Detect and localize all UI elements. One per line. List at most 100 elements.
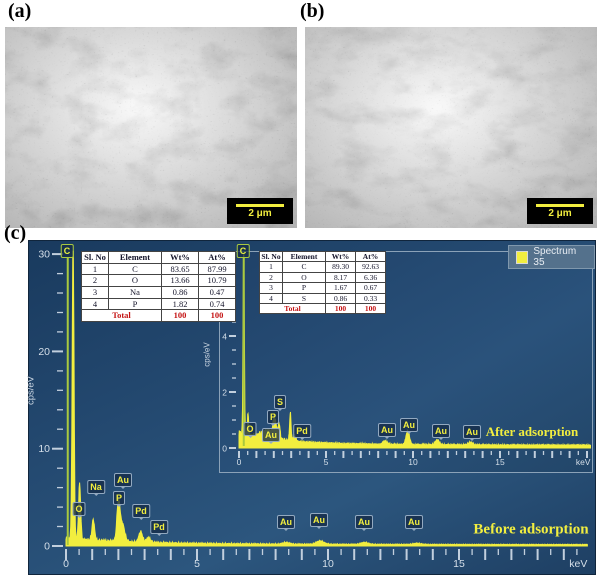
table-cell: 0.86 xyxy=(161,285,199,299)
scale-bar: 2 μm xyxy=(527,198,593,224)
element-label-au: Au xyxy=(405,515,423,531)
table-total-value: 100 xyxy=(355,302,386,315)
element-label-c: C xyxy=(60,244,74,545)
eds-spectrum-before-title: Before adsorption xyxy=(473,521,589,538)
table-cell: Na xyxy=(108,285,162,299)
table-cell: 0.86 xyxy=(325,292,356,304)
element-label-na: Na xyxy=(87,480,105,496)
y-tick-label: 20 xyxy=(38,346,50,358)
y-tick-label: 2 xyxy=(222,388,227,398)
element-label-pd: Pd xyxy=(150,520,168,536)
scale-bar-line xyxy=(236,203,284,207)
x-tick-label: 5 xyxy=(194,558,200,570)
eds-spectrum-before xyxy=(65,250,588,547)
table-cell: 10.79 xyxy=(198,274,236,287)
element-label-o: O xyxy=(243,422,257,438)
table-row: 3 P 1.67 0.67 xyxy=(259,282,386,294)
legend-swatch-icon xyxy=(516,250,529,264)
element-label-pd: Pd xyxy=(293,424,311,440)
table-cell: 3 xyxy=(81,285,109,299)
legend-label: Spectrum 35 xyxy=(533,246,577,268)
legend: Spectrum 35 xyxy=(508,245,595,269)
table-cell: 87.99 xyxy=(198,262,236,276)
y-tick-label: 4 xyxy=(222,332,227,342)
table-header-cell: Element xyxy=(282,250,326,263)
table-row: 3 Na 0.86 0.47 xyxy=(81,285,236,299)
element-label-au: Au xyxy=(400,418,418,434)
table-cell: 1 xyxy=(81,262,109,276)
scale-bar: 2 μm xyxy=(227,198,293,224)
table-cell: 0.74 xyxy=(198,297,236,311)
table-cell: 0.67 xyxy=(355,282,386,294)
table-cell: 4 xyxy=(81,297,109,311)
main-y-axis-label: cps/eV xyxy=(25,375,37,406)
table-cell: O xyxy=(282,271,326,284)
quant-table-before: Sl. No Element Wt% At% 1 C 83.65 87.99 2 O 13.66 10… xyxy=(81,251,236,322)
table-row: 1 C 89.30 92.63 xyxy=(259,261,386,273)
table-total-value: 100 xyxy=(161,309,199,322)
x-tick-label: 0 xyxy=(63,558,69,570)
x-tick-label: 10 xyxy=(408,457,418,467)
element-label-au: Au xyxy=(310,513,328,529)
quant-table-after: Sl. No Element Wt% At% 1 C 89.30 92.63 2 O 8.17 6.3… xyxy=(259,250,386,315)
element-label-au: Au xyxy=(114,473,132,489)
x-tick-label: 5 xyxy=(324,457,329,467)
table-cell: 2 xyxy=(81,274,109,287)
sem-vignette xyxy=(5,27,297,228)
table-header-cell: Wt% xyxy=(161,251,199,264)
sem-texture-b xyxy=(305,27,597,228)
y-tick-label: 0 xyxy=(44,541,50,553)
scale-bar-line xyxy=(536,203,584,207)
table-cell: P xyxy=(108,297,162,311)
table-header-cell: Sl. No xyxy=(259,250,283,263)
x-tick-label: 0 xyxy=(237,457,242,467)
table-cell: 4 xyxy=(259,292,283,304)
sem-texture-a xyxy=(5,27,297,228)
scale-bar-label: 2 μm xyxy=(548,207,572,219)
eds-spectrum-after-title: After adsorption xyxy=(485,424,579,439)
table-cell: 0.33 xyxy=(355,292,386,304)
element-label-au: Au xyxy=(277,515,295,531)
table-cell: 1 xyxy=(259,261,283,273)
element-label-c: C xyxy=(236,244,250,446)
table-total-label: Total xyxy=(81,309,162,322)
sem-vignette xyxy=(305,27,597,228)
element-label-s: S xyxy=(273,395,287,411)
table-cell: 3 xyxy=(259,282,283,294)
element-label-au: Au xyxy=(432,424,450,440)
table-cell: 83.65 xyxy=(161,262,199,276)
x-tick-label: 10 xyxy=(322,558,334,570)
table-total-label: Total xyxy=(259,302,326,315)
panel-label-c: (c) xyxy=(4,222,27,244)
element-label-p: P xyxy=(266,410,280,426)
y-tick-label: 0 xyxy=(222,444,227,454)
table-cell: 8.17 xyxy=(325,271,356,284)
x-axis-unit: keV xyxy=(576,457,591,467)
table-cell: 0.47 xyxy=(198,285,236,299)
x-tick-label: 15 xyxy=(453,558,465,570)
table-row: 1 C 83.65 87.99 xyxy=(81,262,236,276)
table-cell: 6.36 xyxy=(355,271,386,284)
table-total-row: Total 100 100 xyxy=(81,309,236,322)
element-label-au: Au xyxy=(378,423,396,439)
table-header-cell: At% xyxy=(198,251,236,264)
table-cell: 2 xyxy=(259,271,283,284)
y-tick-label: 30 xyxy=(38,249,50,261)
element-label-au: Au xyxy=(262,428,280,444)
inset-y-axis-label: cps/eV xyxy=(202,342,212,367)
table-row: 4 S 0.86 0.33 xyxy=(259,292,386,304)
table-cell: P xyxy=(282,282,326,294)
table-cell: O xyxy=(108,274,162,287)
element-label-o: O xyxy=(72,502,86,518)
x-axis-unit: keV xyxy=(569,558,587,570)
table-cell: 13.66 xyxy=(161,274,199,287)
table-total-row: Total 100 100 xyxy=(259,302,386,315)
table-row: 4 P 1.82 0.74 xyxy=(81,297,236,311)
panel-label-a: (a) xyxy=(8,0,32,22)
table-total-value: 100 xyxy=(198,309,236,322)
scale-bar-label: 2 μm xyxy=(248,207,272,219)
table-row: 2 O 13.66 10.79 xyxy=(81,274,236,287)
